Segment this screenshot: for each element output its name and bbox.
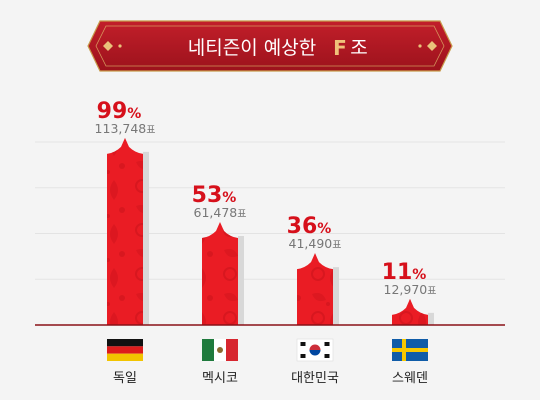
votes-label: 113,748표 xyxy=(95,121,156,136)
right-ornament-icon xyxy=(418,41,437,51)
bar-shadow xyxy=(333,267,339,325)
country-label: 멕시코 xyxy=(202,371,238,386)
germany-flag-icon xyxy=(107,339,143,361)
value-label: 36% xyxy=(287,214,332,239)
left-ornament-icon xyxy=(103,41,122,51)
value-label: 53% xyxy=(192,183,237,208)
svg-text:네티즌이 예상한: 네티즌이 예상한 xyxy=(188,37,316,59)
banner-title: 네티즌이 예상한 xyxy=(188,37,316,59)
group-letter: F xyxy=(333,36,347,60)
value-label: 99% xyxy=(97,99,142,124)
value-labels: 99%113,748표 53%61,478표 36%41,490표 11%12,970… xyxy=(95,99,437,297)
sweden-flag-icon xyxy=(392,339,428,361)
bar-shadow xyxy=(238,236,244,325)
value-label: 11% xyxy=(382,260,427,285)
mexico-flag-icon xyxy=(202,339,238,361)
group-suffix: 조 xyxy=(350,37,367,59)
bar-pattern xyxy=(202,222,238,325)
country-label: 대한민국 xyxy=(291,371,339,386)
votes-label: 41,490표 xyxy=(289,236,342,251)
votes-label: 12,970표 xyxy=(384,282,437,297)
country-label: 스웨덴 xyxy=(392,371,428,386)
bar-pattern xyxy=(107,137,143,325)
country-label: 독일 xyxy=(113,371,137,386)
bar-pattern xyxy=(297,253,333,325)
south-korea-flag-icon xyxy=(296,338,334,362)
grid-lines xyxy=(35,141,505,280)
bar-series xyxy=(107,137,434,325)
bar-shadow xyxy=(428,312,434,325)
header-banner: 네티즌이 예상한 F 조 xyxy=(87,20,453,72)
bar-shadow xyxy=(143,151,149,325)
votes-label: 61,478표 xyxy=(194,205,247,220)
country-flags: 독일 멕시코 대한민국 스웨덴 xyxy=(107,338,428,386)
bar-pattern xyxy=(392,298,428,325)
